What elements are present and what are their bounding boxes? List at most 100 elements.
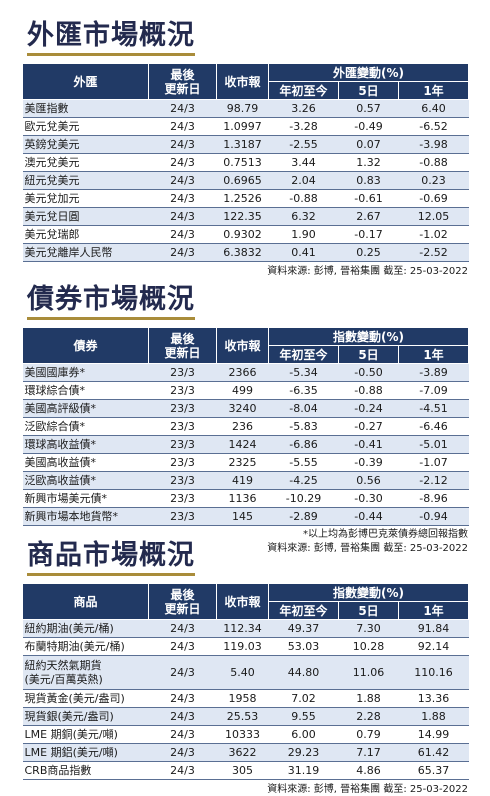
row-name: 新興市場美元債* (22, 489, 149, 508)
row-close: 0.6965 (216, 171, 269, 190)
row-close: 112.34 (216, 619, 269, 638)
row-5d: 0.56 (338, 471, 399, 490)
header-name: 債券 (22, 327, 149, 364)
row-close: 0.9302 (216, 225, 269, 244)
row-last-update: 23/3 (148, 507, 217, 526)
row-ytd: 44.80 (268, 655, 339, 690)
header-1y: 1年 (398, 345, 469, 364)
row-name: 歐元兌美元 (22, 117, 149, 136)
row-close: 3622 (216, 743, 269, 762)
table-row: CRB商品指數 24/3 305 31.19 4.86 65.37 (22, 761, 469, 780)
row-name: 美元兌加元 (22, 189, 149, 208)
row-5d: 7.30 (338, 619, 399, 638)
table-row: 泛歐綜合債* 23/3 236 -5.83 -0.27 -6.46 (22, 417, 469, 436)
row-close: 1.3187 (216, 135, 269, 154)
row-close: 1.2526 (216, 189, 269, 208)
row-1y: 65.37 (398, 761, 469, 780)
row-close: 419 (216, 471, 269, 490)
header-5d: 5日 (338, 81, 399, 100)
row-ytd: -3.28 (268, 117, 339, 136)
row-5d: -0.88 (338, 381, 399, 400)
row-ytd: -2.89 (268, 507, 339, 526)
row-1y: -6.46 (398, 417, 469, 436)
row-ytd: 9.55 (268, 707, 339, 726)
row-5d: -0.39 (338, 453, 399, 472)
row-name: 美元兌離岸人民幣 (22, 243, 149, 262)
table-row: 泛歐高收益債* 23/3 419 -4.25 0.56 -2.12 (22, 471, 469, 490)
row-5d: 0.57 (338, 99, 399, 118)
table-row: 美匯指數 24/3 98.79 3.26 0.57 6.40 (22, 99, 469, 118)
row-last-update: 24/3 (148, 243, 217, 262)
table-row: 紐元兌美元 24/3 0.6965 2.04 0.83 0.23 (22, 171, 469, 190)
row-ytd: -5.55 (268, 453, 339, 472)
fx-title: 外匯市場概況 (27, 20, 195, 56)
row-5d: 7.17 (338, 743, 399, 762)
row-name: 美元兌瑞郎 (22, 225, 149, 244)
commodity-source: 資料來源: 彭博, 晉裕集團 截至: 25-03-2022 (267, 784, 468, 795)
table-row: 環球綜合債* 23/3 499 -6.35 -0.88 -7.09 (22, 381, 469, 400)
header-ytd: 年初至今 (268, 81, 339, 100)
row-last-update: 24/3 (148, 637, 217, 656)
row-ytd: 6.32 (268, 207, 339, 226)
row-name: LME 期鋁(美元/噸) (22, 743, 149, 762)
commodity-table: 商品 最後 更新日 收市報 指數變動(%) 年初至今 5日 1年 紐約期油(美元/桶) 24/3 1… (22, 583, 469, 780)
row-1y: 13.36 (398, 689, 469, 708)
row-1y: 92.14 (398, 637, 469, 656)
header-close: 收市報 (216, 63, 269, 100)
row-close: 10333 (216, 725, 269, 744)
table-row: 英鎊兌美元 24/3 1.3187 -2.55 0.07 -3.98 (22, 135, 469, 154)
row-close: 1136 (216, 489, 269, 508)
row-5d: 4.86 (338, 761, 399, 780)
row-ytd: 3.26 (268, 99, 339, 118)
row-close: 2366 (216, 363, 269, 382)
row-name: 布蘭特期油(美元/桶) (22, 637, 149, 656)
row-close: 25.53 (216, 707, 269, 726)
row-close: 119.03 (216, 637, 269, 656)
row-1y: 14.99 (398, 725, 469, 744)
row-1y: 6.40 (398, 99, 469, 118)
row-ytd: 7.02 (268, 689, 339, 708)
row-1y: -7.09 (398, 381, 469, 400)
row-name: 環球高收益債* (22, 435, 149, 454)
header-1y: 1年 (398, 81, 469, 100)
row-ytd: 53.03 (268, 637, 339, 656)
row-ytd: -10.29 (268, 489, 339, 508)
table-row: LME 期鋁(美元/噸) 24/3 3622 29.23 7.17 61.42 (22, 743, 469, 762)
header-name: 商品 (22, 583, 149, 620)
row-last-update: 23/3 (148, 363, 217, 382)
row-ytd: 0.41 (268, 243, 339, 262)
row-1y: -2.12 (398, 471, 469, 490)
row-5d: -0.41 (338, 435, 399, 454)
bond-source: 資料來源: 彭博, 晉裕集團 截至: 25-03-2022 (267, 543, 468, 554)
commodity-title: 商品市場概況 (27, 540, 195, 576)
row-5d: 0.79 (338, 725, 399, 744)
table-row: LME 期銅(美元/噸) 24/3 10333 6.00 0.79 14.99 (22, 725, 469, 744)
row-1y: -8.96 (398, 489, 469, 508)
row-1y: -0.88 (398, 153, 469, 172)
row-name: 紐元兌美元 (22, 171, 149, 190)
table-row: 現貨黃金(美元/盎司) 24/3 1958 7.02 1.88 13.36 (22, 689, 469, 708)
table-row: 美國國庫券* 23/3 2366 -5.34 -0.50 -3.89 (22, 363, 469, 382)
row-ytd: -5.34 (268, 363, 339, 382)
row-last-update: 24/3 (148, 761, 217, 780)
row-close: 98.79 (216, 99, 269, 118)
header-last-update: 最後 更新日 (148, 583, 217, 620)
row-ytd: 1.90 (268, 225, 339, 244)
row-5d: 0.83 (338, 171, 399, 190)
table-row: 美元兌離岸人民幣 24/3 6.3832 0.41 0.25 -2.52 (22, 243, 469, 262)
row-ytd: -8.04 (268, 399, 339, 418)
row-name: 泛歐高收益債* (22, 471, 149, 490)
row-ytd: -6.35 (268, 381, 339, 400)
row-last-update: 24/3 (148, 171, 217, 190)
row-close: 0.7513 (216, 153, 269, 172)
row-name: 泛歐綜合債* (22, 417, 149, 436)
row-close: 5.40 (216, 655, 269, 690)
row-5d: 2.67 (338, 207, 399, 226)
header-change-group: 指數變動(%) (268, 583, 469, 602)
row-last-update: 23/3 (148, 399, 217, 418)
row-1y: -0.94 (398, 507, 469, 526)
header-ytd: 年初至今 (268, 345, 339, 364)
row-last-update: 24/3 (148, 655, 217, 690)
header-5d: 5日 (338, 601, 399, 620)
row-name: CRB商品指數 (22, 761, 149, 780)
